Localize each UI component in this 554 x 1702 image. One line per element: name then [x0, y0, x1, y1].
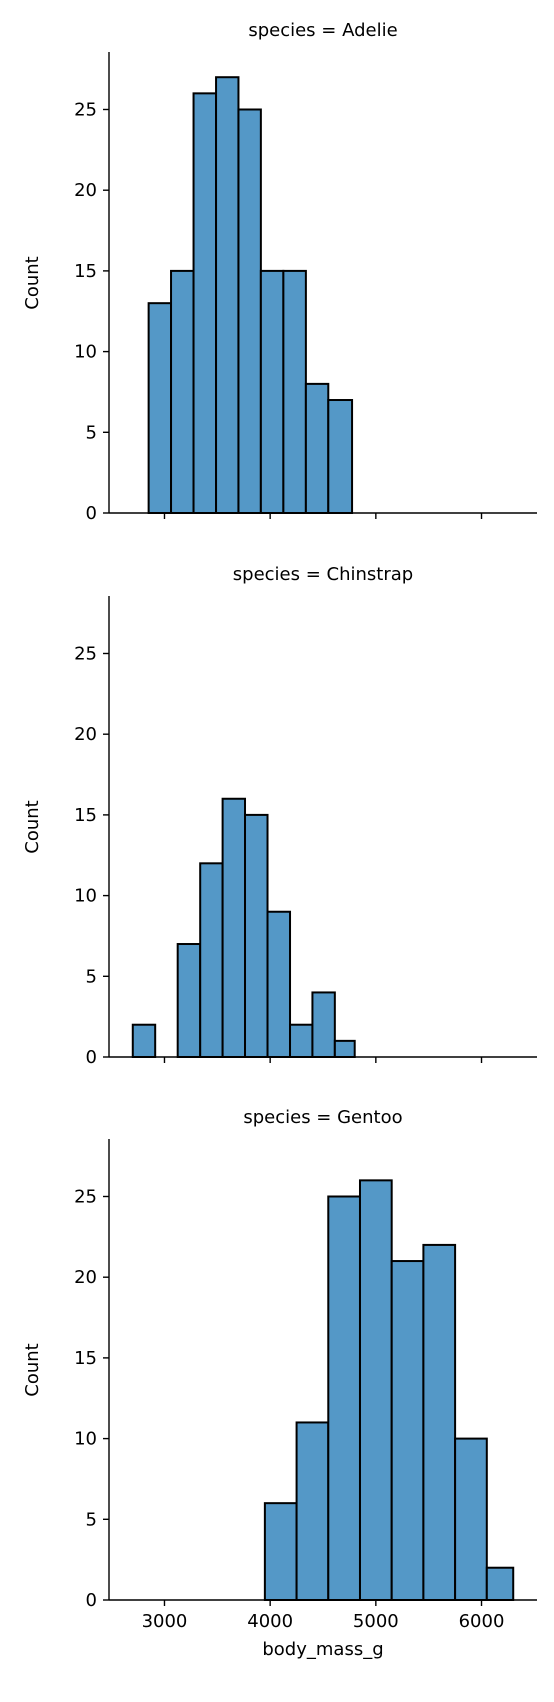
y-tick-label: 15 [74, 805, 97, 826]
y-axis-label: Count [22, 800, 43, 853]
x-tick-label: 4000 [247, 1611, 293, 1632]
histogram-bar [390, 1260, 425, 1601]
histogram-bar [237, 108, 262, 514]
histogram-bar [192, 92, 218, 514]
histogram-bar [170, 269, 195, 515]
histogram-bar [147, 302, 173, 514]
histogram-bar [266, 910, 292, 1058]
y-tick-label: 15 [74, 261, 97, 282]
histogram-bar [295, 1421, 330, 1602]
x-tick-label: 5000 [353, 1611, 399, 1632]
y-tick-label: 25 [74, 99, 97, 120]
histogram-bar [333, 1039, 356, 1058]
y-tick-label: 10 [74, 1429, 97, 1450]
facet-title: species = Chinstrap [233, 564, 413, 585]
histogram-bar [176, 943, 202, 1058]
histogram-bar [263, 1502, 298, 1601]
histogram-bar [244, 813, 269, 1058]
facet-panel-1: species = Adelie 0 5 10 15 20 25 Count [22, 20, 537, 524]
y-tick-label: 0 [86, 1590, 97, 1611]
x-tick-label: 6000 [459, 1611, 505, 1632]
histogram-bar [289, 1023, 314, 1058]
y-tick-label: 20 [74, 724, 97, 745]
histogram-bar [485, 1566, 515, 1601]
facet-panel-3: species = Gentoo 0 5 10 15 20 25 3000 4000 5000 60… [22, 1107, 537, 1660]
histogram-bar [221, 797, 247, 1058]
histogram-bar [358, 1179, 393, 1601]
y-tick-label: 5 [86, 966, 97, 987]
histogram-bar [215, 76, 240, 514]
y-tick-label: 0 [86, 1047, 97, 1068]
histogram-bar [311, 991, 336, 1058]
histogram-bar [259, 269, 285, 515]
histogram-bar [422, 1243, 457, 1601]
y-tick-label: 15 [74, 1348, 97, 1369]
y-tick-label: 5 [86, 422, 97, 443]
histogram-bar [282, 269, 307, 515]
histogram-bar [327, 399, 354, 514]
facet-panel-2: species = Chinstrap 0 5 10 15 20 25 Count [22, 564, 537, 1068]
y-axis-label: Count [22, 256, 43, 309]
facet-title: species = Adelie [248, 20, 397, 41]
x-axis-label: body_mass_g [262, 1639, 383, 1660]
y-axis-label: Count [22, 1343, 43, 1396]
y-tick-label: 20 [74, 1267, 97, 1288]
histogram-bar [327, 1195, 361, 1601]
histogram-bar [454, 1437, 488, 1601]
y-tick-label: 10 [74, 342, 97, 363]
x-tick-label: 3000 [142, 1611, 188, 1632]
y-tick-label: 0 [86, 503, 97, 524]
histogram-bar [304, 382, 330, 514]
y-tick-label: 25 [74, 643, 97, 664]
y-tick-label: 10 [74, 886, 97, 907]
facet-title: species = Gentoo [243, 1107, 402, 1128]
histogram-bar [199, 862, 224, 1058]
y-tick-label: 5 [86, 1509, 97, 1530]
y-tick-label: 25 [74, 1186, 97, 1207]
histogram-bar [131, 1023, 157, 1058]
y-tick-label: 20 [74, 180, 97, 201]
